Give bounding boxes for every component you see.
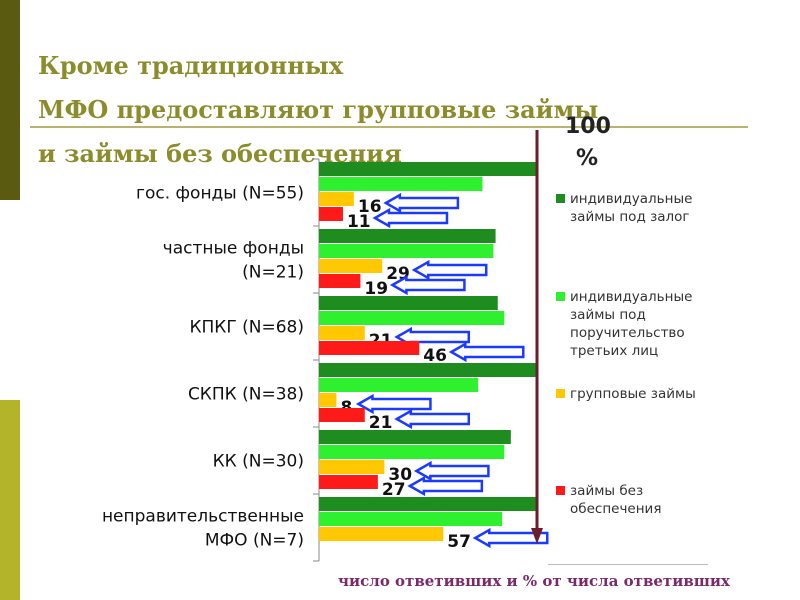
bar-value-label: 16 — [358, 197, 382, 217]
legend-item-individual-collateral: индивидуальные займы под залог — [556, 190, 710, 226]
bar-value-label: 27 — [382, 480, 406, 500]
category-label: неправительственные — [102, 507, 304, 527]
bar — [319, 259, 383, 273]
bar — [319, 527, 444, 541]
category-label: частные фонды — [163, 239, 304, 259]
bar — [319, 408, 365, 422]
legend-swatch-unsecured — [556, 486, 565, 495]
hundred-percent-number: 100 — [565, 114, 611, 139]
bar — [319, 378, 479, 392]
title-underline — [30, 126, 748, 128]
category-label: МФО (N=7) — [205, 531, 304, 551]
bar — [319, 311, 505, 325]
pointer-arrow — [394, 408, 471, 430]
slide-title-line-1: Кроме традиционных — [38, 51, 344, 80]
pointer-arrow — [448, 341, 525, 363]
category-label: гос. фонды (N=55) — [136, 184, 304, 204]
slide-title-line-2: МФО предоставляют групповые займы — [38, 95, 599, 124]
bar — [319, 296, 498, 310]
bar — [319, 244, 494, 258]
bar — [319, 445, 505, 459]
pointer-arrow — [413, 460, 490, 482]
bar — [319, 512, 503, 526]
bar-value-label: 30 — [388, 465, 412, 485]
bar — [319, 326, 365, 340]
bar-value-label: 57 — [447, 532, 471, 552]
legend-item-unsecured: займы без обеспечения — [556, 482, 710, 518]
pointer-arrow — [355, 393, 432, 415]
legend-swatch-individual-guarantee — [556, 292, 565, 301]
bar — [319, 207, 343, 221]
legend-label-group: групповые займы — [570, 386, 696, 402]
legend-swatch-group — [556, 389, 565, 398]
bar — [319, 192, 354, 206]
legend-label-unsecured: займы без обеспечения — [570, 483, 662, 517]
hundred-percent-arrowhead — [531, 528, 543, 544]
legend-label-individual-collateral: индивидуальные займы под залог — [570, 191, 693, 225]
category-label: КК (N=30) — [213, 452, 304, 472]
legend-label-individual-guarantee: индивидуальные займы под поручительство … — [570, 289, 693, 359]
hundred-percent-sign: % — [576, 146, 599, 171]
pointer-arrow — [383, 192, 460, 214]
chart-legend: индивидуальные займы под залог индивидуа… — [548, 160, 708, 565]
bar — [319, 274, 361, 288]
pointer-arrow — [389, 274, 466, 296]
pointer-arrow — [372, 207, 449, 229]
bar-value-label: 11 — [347, 212, 371, 232]
bar — [319, 393, 337, 407]
decor-strip-top — [0, 0, 20, 200]
bar — [319, 177, 483, 191]
pointer-arrow — [472, 527, 549, 549]
footer-note: число ответивших и % от числа ответивших — [338, 572, 730, 590]
bar — [319, 229, 496, 243]
bar — [319, 363, 537, 377]
bar — [319, 460, 385, 474]
bar — [319, 341, 420, 355]
bar-value-label: 21 — [369, 413, 393, 433]
pointer-arrow — [407, 475, 484, 497]
bar-value-label: 19 — [364, 279, 388, 299]
legend-swatch-individual-collateral — [556, 194, 565, 203]
bar — [319, 497, 537, 511]
decor-strip-bottom — [0, 400, 20, 600]
legend-item-individual-guarantee: индивидуальные займы под поручительство … — [556, 288, 710, 360]
legend-item-group: групповые займы — [556, 385, 710, 403]
bar — [319, 475, 378, 489]
bar-value-label: 46 — [423, 346, 447, 366]
category-label: СКПК (N=38) — [188, 385, 304, 405]
bar — [319, 430, 511, 444]
slide-title-line-3: и займы без обеспечения — [38, 139, 402, 168]
bar — [319, 162, 537, 176]
pointer-arrow — [411, 259, 488, 281]
category-label: КПКГ (N=68) — [189, 318, 304, 338]
category-label: (N=21) — [242, 263, 304, 283]
